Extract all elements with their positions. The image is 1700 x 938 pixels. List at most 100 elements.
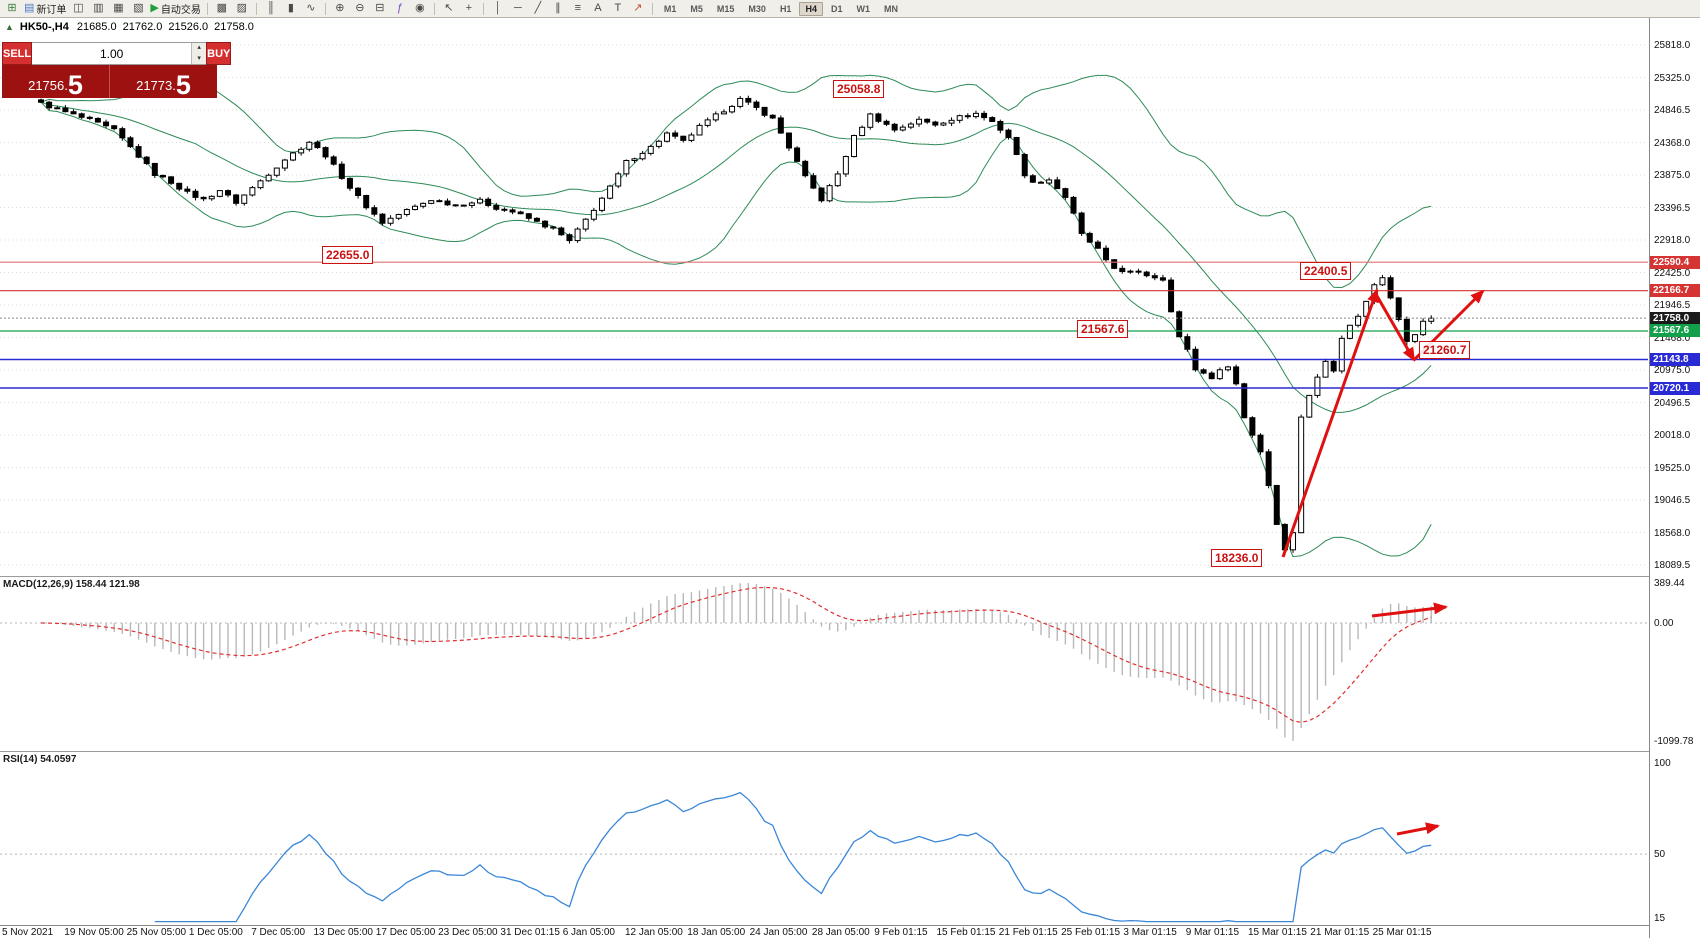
timeframe-button-h1[interactable]: H1 bbox=[779, 3, 792, 14]
symbol-name: HK50-,H4 bbox=[19, 21, 69, 33]
price-axis-label: 18089.5 bbox=[1654, 560, 1691, 571]
macd-label: MACD(12,26,9) 158.44 121.98 bbox=[3, 579, 140, 590]
sell-price-dot: . bbox=[64, 78, 68, 93]
timeframe-button-d1[interactable]: D1 bbox=[830, 3, 843, 14]
horizontal-line-icon: ─ bbox=[513, 2, 522, 14]
candlestick-chart-button[interactable]: ▮ bbox=[281, 1, 301, 16]
toolbar-separator bbox=[324, 2, 326, 15]
buy-button[interactable]: BUY bbox=[206, 42, 232, 65]
price-annotation-22655.0[interactable]: 22655.0 bbox=[322, 246, 374, 264]
periodicity-button[interactable]: ◉ bbox=[410, 1, 430, 16]
market-watch-button[interactable]: ◫ bbox=[68, 1, 88, 16]
time-axis-label: 21 Feb 01:15 bbox=[998, 927, 1058, 938]
line-chart-button[interactable]: ∿ bbox=[301, 1, 321, 16]
timeframe-button-h4[interactable]: H4 bbox=[799, 1, 823, 16]
price-tag-21143.8[interactable]: 21143.8 bbox=[1650, 352, 1700, 366]
buy-price[interactable]: 21773. 5 bbox=[110, 65, 217, 99]
trend-arrows[interactable] bbox=[1281, 288, 1485, 836]
trend-arrow[interactable] bbox=[1396, 822, 1440, 836]
price-annotation-22400.5[interactable]: 22400.5 bbox=[1300, 262, 1352, 280]
crosshair-button[interactable]: + bbox=[459, 1, 479, 16]
price-axis-label: 22425.0 bbox=[1654, 267, 1691, 279]
volume-box: ▴ ▾ bbox=[32, 42, 207, 65]
cursor-icon: ↖ bbox=[444, 2, 454, 14]
zoom-out-button[interactable]: ⊖ bbox=[350, 1, 370, 16]
auto-trading-button[interactable]: ▶ 自动交易 bbox=[148, 1, 202, 16]
new-chart-button[interactable]: ⊞ bbox=[2, 1, 22, 16]
trend-arrow[interactable] bbox=[1281, 288, 1379, 558]
trend-arrow[interactable] bbox=[1371, 602, 1448, 618]
price-annotation-21567.6[interactable]: 21567.6 bbox=[1077, 320, 1129, 338]
price-tag-21567.6[interactable]: 21567.6 bbox=[1650, 324, 1700, 338]
time-axis-label: 12 Jan 05:00 bbox=[625, 927, 683, 938]
toolbar-separator bbox=[482, 2, 484, 15]
tile-windows-button[interactable]: ⊟ bbox=[370, 1, 390, 16]
indicators-button[interactable]: ƒ bbox=[390, 1, 410, 16]
toolbar-separator bbox=[206, 2, 208, 15]
text-label-button[interactable]: T bbox=[608, 1, 628, 16]
horizontal-line-button[interactable]: ─ bbox=[508, 1, 528, 16]
text-label-icon: T bbox=[614, 2, 622, 14]
volume-up-icon[interactable]: ▴ bbox=[192, 43, 207, 54]
price-tag-22166.7[interactable]: 22166.7 bbox=[1650, 284, 1700, 298]
price-tag-22590.4[interactable]: 22590.4 bbox=[1650, 255, 1700, 269]
cursor-button[interactable]: ↖ bbox=[439, 1, 459, 16]
price-axis-label: 25818.0 bbox=[1654, 40, 1691, 51]
time-axis-label: 21 Mar 01:15 bbox=[1310, 927, 1370, 938]
timeframe-button-m15[interactable]: M15 bbox=[716, 3, 735, 14]
terminal-button[interactable]: ▧ bbox=[128, 1, 148, 16]
sell-button[interactable]: SELL bbox=[2, 42, 33, 65]
time-axis[interactable]: 5 Nov 2021 19 Nov 05:00 25 Nov 05:00 1 Dec … bbox=[0, 925, 1649, 938]
time-axis-label: 7 Dec 05:00 bbox=[251, 927, 306, 938]
rsi-axis-label: 15 bbox=[1654, 913, 1666, 924]
zoom-in-button[interactable]: ⊕ bbox=[330, 1, 350, 16]
bar-chart-button[interactable]: ║ bbox=[261, 1, 281, 16]
volume-stepper: ▴ ▾ bbox=[191, 43, 207, 64]
volume-down-icon[interactable]: ▾ bbox=[192, 53, 207, 64]
trendline-button[interactable]: ╱ bbox=[528, 1, 548, 16]
charts-grid-button[interactable]: ▩ bbox=[212, 1, 232, 16]
text-button[interactable]: A bbox=[588, 1, 608, 16]
channel-icon: ∥ bbox=[555, 2, 561, 14]
channel-button[interactable]: ∥ bbox=[548, 1, 568, 16]
price-axis-label: 24368.0 bbox=[1654, 137, 1691, 149]
time-axis-label: 15 Feb 01:15 bbox=[936, 927, 996, 938]
vertical-line-button[interactable]: │ bbox=[488, 1, 508, 16]
time-axis-label: 28 Jan 05:00 bbox=[811, 927, 870, 938]
price-axis-label: 22918.0 bbox=[1654, 235, 1691, 246]
navigator-button[interactable]: ▦ bbox=[108, 1, 128, 16]
price-annotation-18236.0[interactable]: 18236.0 bbox=[1211, 549, 1263, 567]
profiles-icon: ▨ bbox=[236, 2, 248, 14]
time-axis-label: 1 Dec 05:00 bbox=[188, 927, 243, 938]
volume-input[interactable] bbox=[32, 43, 192, 64]
trend-arrow[interactable] bbox=[1375, 295, 1416, 362]
price-axis-label: 20496.5 bbox=[1654, 397, 1691, 409]
new-order-button[interactable]: ▤ 新订单 bbox=[22, 1, 68, 16]
data-window-button[interactable]: ▥ bbox=[88, 1, 108, 16]
symbol-info: ▲ HK50-,H4 21685.0 21762.0 21526.0 21758.0 bbox=[5, 21, 260, 33]
timeframe-button-m1[interactable]: M1 bbox=[663, 3, 677, 14]
crosshair-icon: + bbox=[465, 2, 473, 14]
price-tag-21758.0[interactable]: 21758.0 bbox=[1650, 311, 1700, 325]
horizontal-level-lines[interactable] bbox=[0, 261, 1648, 389]
price-annotation-25058.8[interactable]: 25058.8 bbox=[833, 80, 885, 98]
price-axis[interactable]: 25818.0 25325.0 24846.5 24368.0 23875.0 23396… bbox=[1649, 17, 1700, 938]
fibonacci-button[interactable]: ≡ bbox=[568, 1, 588, 16]
macd-axis-label: 389.44 bbox=[1654, 578, 1685, 589]
profiles-button[interactable]: ▨ bbox=[232, 1, 252, 16]
bar-chart-icon: ║ bbox=[266, 2, 275, 14]
new-chart-icon: ⊞ bbox=[7, 2, 17, 14]
timeframe-button-w1[interactable]: W1 bbox=[856, 3, 870, 14]
timeframe-button-m5[interactable]: M5 bbox=[690, 3, 703, 14]
price-axis-label: 23875.0 bbox=[1654, 170, 1691, 181]
price-tag-20720.1[interactable]: 20720.1 bbox=[1650, 381, 1700, 395]
price-annotation-21260.7[interactable]: 21260.7 bbox=[1419, 341, 1471, 359]
sell-price[interactable]: 21756. 5 bbox=[2, 65, 110, 99]
timeframe-button-m30[interactable]: M30 bbox=[748, 3, 766, 14]
auto-trading-button-label: 自动交易 bbox=[160, 5, 201, 16]
price-axis-label: 18568.0 bbox=[1654, 527, 1691, 539]
arrows-icon: ↗ bbox=[633, 2, 643, 14]
timeframe-button-mn[interactable]: MN bbox=[883, 3, 898, 14]
arrows-button[interactable]: ↗ bbox=[628, 1, 648, 16]
